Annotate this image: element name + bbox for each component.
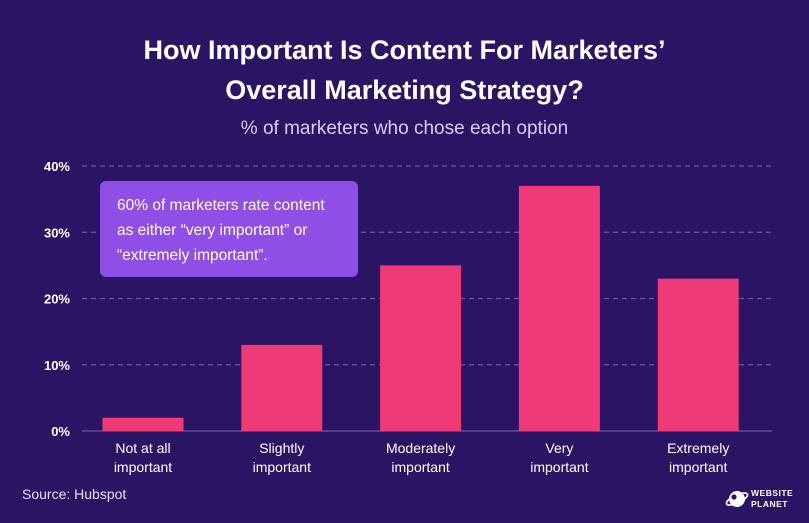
brand-name: WEBSITE PLANET [751, 488, 809, 510]
y-tick-label: 0% [51, 424, 70, 439]
y-tick-label: 30% [44, 225, 70, 240]
callout-line-3: “extremely important”. [117, 247, 268, 264]
callout-box: 60% of marketers rate content as either … [100, 181, 358, 277]
callout-line-2: as either “very important” or [117, 222, 308, 239]
chart-title-line-2: Overall Marketing Strategy? [225, 75, 584, 105]
x-tick-label: Not at all [115, 440, 170, 456]
chart-title: How Important Is Content For Marketers’ … [0, 30, 809, 110]
chart-title-line-1: How Important Is Content For Marketers’ [143, 35, 666, 65]
chart-subtitle: % of marketers who chose each option [240, 118, 569, 139]
x-tick-label: important [253, 459, 311, 475]
y-tick-label: 10% [44, 358, 70, 373]
brand-logo: WEBSITE PLANET [725, 487, 801, 511]
x-tick-label: Extremely [667, 440, 729, 456]
bar [102, 417, 184, 431]
brand-line-2: PLANET [751, 499, 788, 509]
planet-logo-icon [725, 491, 749, 507]
x-tick-label: important [391, 459, 449, 475]
x-tick-label: Moderately [386, 440, 455, 456]
bar [657, 278, 739, 431]
x-tick-label: important [530, 459, 588, 475]
x-tick-label: important [669, 459, 727, 475]
x-tick-label: Very [545, 440, 573, 456]
source-note: Source: Hubspot [22, 486, 127, 502]
bar [241, 344, 323, 431]
x-tick-label: important [114, 459, 172, 475]
y-tick-label: 40% [44, 159, 70, 174]
brand-line-1: WEBSITE [751, 488, 794, 498]
y-tick-label: 20% [44, 292, 70, 307]
callout-line-1: 60% of marketers rate content [117, 197, 325, 214]
bar [380, 265, 462, 431]
bar [518, 185, 600, 431]
x-tick-label: Slightly [259, 440, 304, 456]
